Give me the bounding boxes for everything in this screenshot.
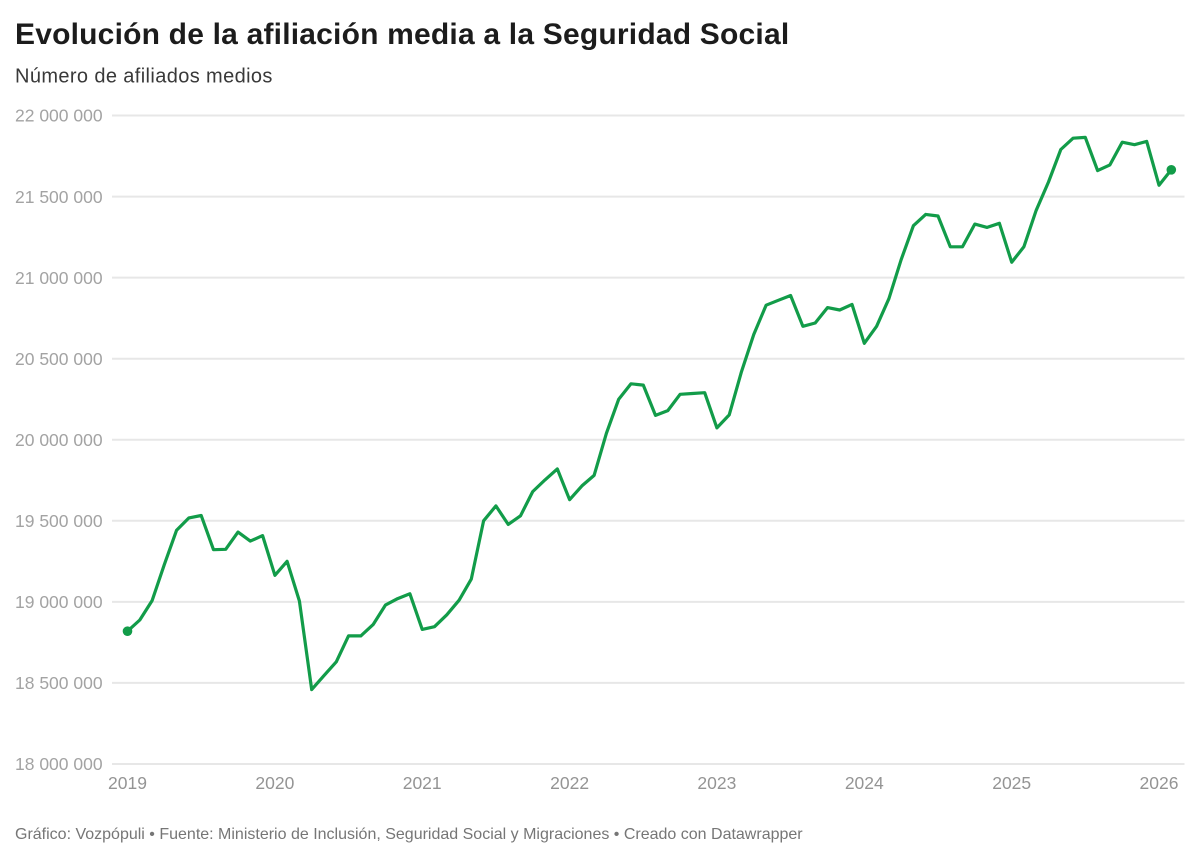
svg-text:21 000 000: 21 000 000 <box>15 268 103 288</box>
svg-text:Número de afiliados medios: Número de afiliados medios <box>15 66 273 88</box>
svg-text:2023: 2023 <box>697 773 736 793</box>
svg-text:2020: 2020 <box>255 773 294 793</box>
svg-text:20 500 000: 20 500 000 <box>15 349 103 369</box>
svg-text:Gráfico: Vozpópuli • Fuente: M: Gráfico: Vozpópuli • Fuente: Ministerio … <box>15 826 803 843</box>
svg-text:2024: 2024 <box>845 773 884 793</box>
svg-text:18 000 000: 18 000 000 <box>15 754 103 774</box>
svg-text:19 500 000: 19 500 000 <box>15 511 103 531</box>
svg-text:2025: 2025 <box>992 773 1031 793</box>
svg-text:2021: 2021 <box>403 773 442 793</box>
svg-text:22 000 000: 22 000 000 <box>15 106 103 126</box>
svg-text:19 000 000: 19 000 000 <box>15 592 103 612</box>
svg-text:20 000 000: 20 000 000 <box>15 430 103 450</box>
svg-text:Evolución de la afiliación med: Evolución de la afiliación media a la Se… <box>15 18 789 51</box>
svg-text:2022: 2022 <box>550 773 589 793</box>
svg-text:18 500 000: 18 500 000 <box>15 673 103 693</box>
svg-text:2026: 2026 <box>1140 773 1179 793</box>
svg-text:2019: 2019 <box>108 773 147 793</box>
svg-text:21 500 000: 21 500 000 <box>15 187 103 207</box>
